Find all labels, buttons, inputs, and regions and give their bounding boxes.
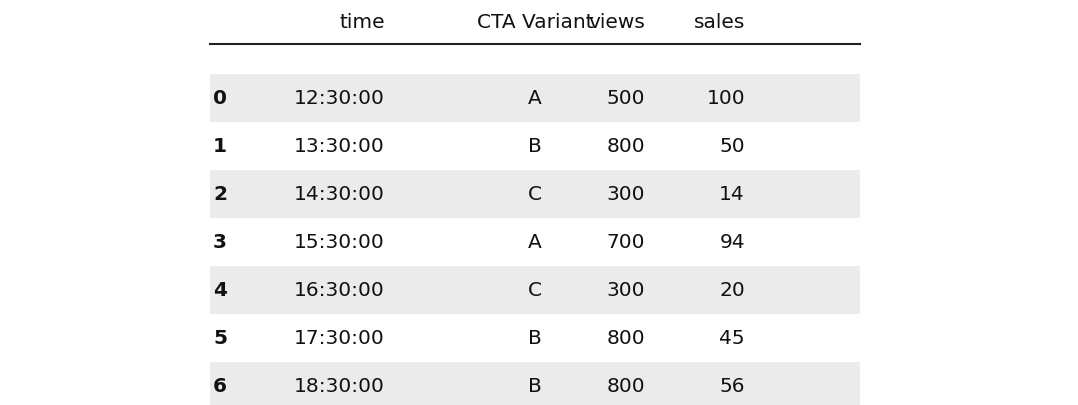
Text: 500: 500 bbox=[607, 89, 645, 108]
Text: 14: 14 bbox=[719, 185, 745, 204]
Text: 2: 2 bbox=[213, 185, 227, 204]
Text: time: time bbox=[340, 13, 385, 32]
Text: views: views bbox=[589, 13, 645, 32]
Text: 14:30:00: 14:30:00 bbox=[294, 185, 385, 204]
Text: CTA Variant: CTA Variant bbox=[476, 13, 593, 32]
Text: 100: 100 bbox=[706, 89, 745, 108]
Text: A: A bbox=[528, 233, 542, 252]
Text: 17:30:00: 17:30:00 bbox=[294, 329, 385, 347]
Text: sales: sales bbox=[693, 13, 745, 32]
Text: 1: 1 bbox=[213, 137, 227, 156]
Text: B: B bbox=[528, 137, 542, 156]
Text: B: B bbox=[528, 329, 542, 347]
Text: 0: 0 bbox=[213, 89, 227, 108]
Text: 5: 5 bbox=[213, 329, 227, 347]
Text: 3: 3 bbox=[213, 233, 227, 252]
Text: 94: 94 bbox=[719, 233, 745, 252]
Text: 13:30:00: 13:30:00 bbox=[294, 137, 385, 156]
Text: 800: 800 bbox=[606, 377, 645, 396]
Text: 56: 56 bbox=[719, 377, 745, 396]
Text: 18:30:00: 18:30:00 bbox=[294, 377, 385, 396]
Text: A: A bbox=[528, 89, 542, 108]
Text: 800: 800 bbox=[606, 329, 645, 347]
Text: 6: 6 bbox=[213, 377, 227, 396]
Text: 15:30:00: 15:30:00 bbox=[294, 233, 385, 252]
Text: 4: 4 bbox=[213, 281, 227, 300]
Text: 20: 20 bbox=[719, 281, 745, 300]
Text: 12:30:00: 12:30:00 bbox=[294, 89, 385, 108]
Text: 300: 300 bbox=[607, 281, 645, 300]
Text: C: C bbox=[528, 281, 542, 300]
Text: C: C bbox=[528, 185, 542, 204]
Text: B: B bbox=[528, 377, 542, 396]
Text: 300: 300 bbox=[607, 185, 645, 204]
Text: 45: 45 bbox=[719, 329, 745, 347]
Text: 16:30:00: 16:30:00 bbox=[294, 281, 385, 300]
Text: 700: 700 bbox=[607, 233, 645, 252]
Text: 800: 800 bbox=[606, 137, 645, 156]
Text: 50: 50 bbox=[719, 137, 745, 156]
